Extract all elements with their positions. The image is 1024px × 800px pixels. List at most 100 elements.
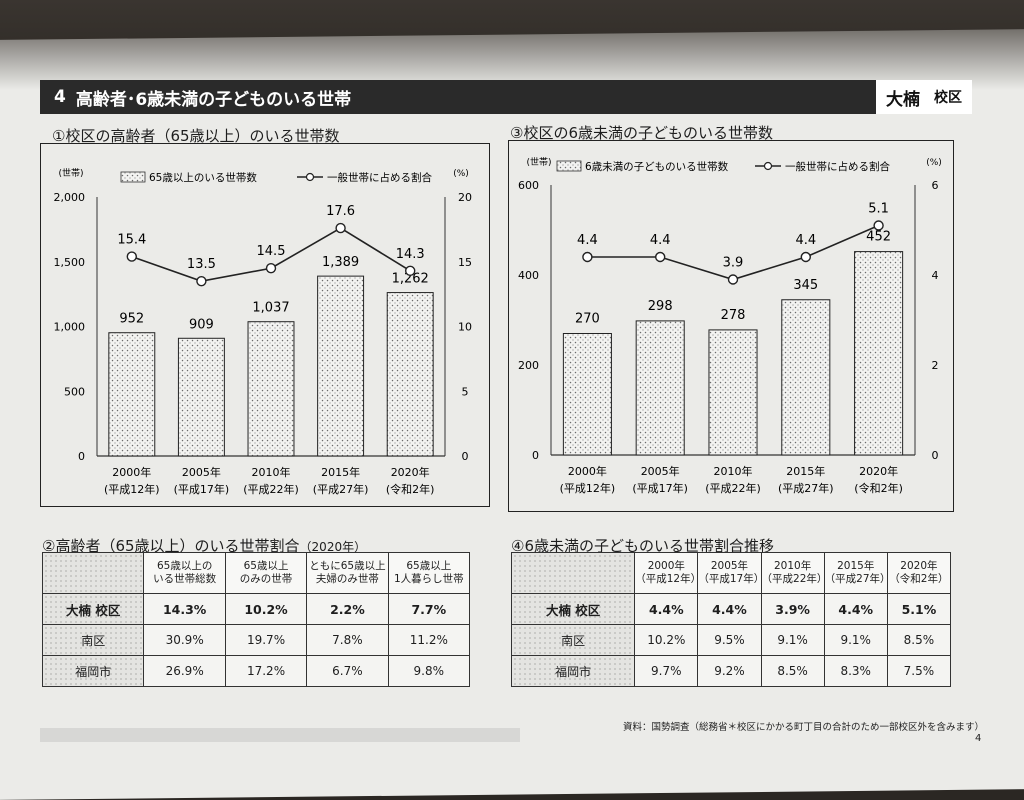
bar — [708, 329, 758, 456]
bar — [108, 332, 156, 457]
chart2-frame: (世帯) (%) 6歳未満の子どものいる世帯数 一般世帯に占める割合 0 200 400 60… — [508, 140, 954, 512]
table-cell: 30.9% — [143, 624, 226, 656]
chart2-svg: (世帯) (%)6歳未満の子どものいる世帯数 一般世帯に占める割合020040060… — [518, 156, 942, 495]
source-note: 資料：国勢調査（総務省＊校区にかかる町丁目の合計のため一部校区外を含みます） — [623, 722, 985, 733]
table-column-header: 2005年 （平成17年） — [697, 552, 764, 594]
page-number: 4 — [975, 733, 982, 744]
ratio-point — [126, 251, 138, 262]
y-tick-label: 1,000 — [54, 321, 86, 334]
table-row: 福岡市 9.7% 9.2% 8.5% 8.3% 7.5% — [510, 655, 952, 687]
table-cell: 9.1% — [823, 624, 888, 656]
bar-value-label: 1,037 — [252, 301, 289, 316]
table-column-header: 2000年 （平成12年） — [634, 552, 701, 594]
y-tick-label: 1,500 — [54, 256, 86, 269]
legend-bar-label: 6歳未満の子どものいる世帯数 — [585, 160, 729, 173]
y2-tick-label: 2 — [932, 359, 939, 372]
table1-title-sub: （2020年） — [299, 540, 367, 554]
y-tick-label: 400 — [518, 269, 539, 282]
x-tick-label: 2005年 — [641, 464, 680, 478]
table-cell: 7.7% — [387, 593, 471, 625]
y2-axis-unit: (%) — [453, 169, 469, 179]
section-title: 高齢者･6歳未満の子どものいる世帯 — [75, 89, 352, 110]
table-row-label: 大楠 校区 — [41, 593, 145, 625]
y2-tick-label: 0 — [932, 449, 939, 462]
bar-value-label: 278 — [721, 308, 746, 323]
x-tick-label: 2000年 — [568, 464, 607, 478]
table-cell: 14.3% — [143, 593, 226, 625]
table-row: 南区 30.9% 19.7% 7.8% 11.2% — [41, 624, 471, 656]
table-cell: 4.4% — [634, 593, 699, 625]
ratio-value-label: 14.3 — [396, 247, 425, 262]
bar-value-label: 298 — [648, 299, 673, 314]
x-tick-sublabel: (平成12年) — [560, 481, 616, 495]
y-tick-label: 500 — [64, 385, 85, 398]
ratio-line — [587, 224, 879, 281]
table-header-row: 2000年 （平成12年） 2005年 （平成17年） 2010年 （平成22年） 2015… — [510, 552, 952, 594]
ratio-value-label: 15.4 — [117, 233, 146, 248]
y2-tick-label: 0 — [462, 450, 469, 463]
table-cell: 17.2% — [224, 655, 308, 687]
ratio-value-label: 3.9 — [723, 256, 744, 271]
bar-value-label: 452 — [866, 230, 891, 245]
table-row: 南区 10.2% 9.5% 9.1% 9.1% 8.5% — [510, 624, 952, 656]
x-tick-label: 2015年 — [786, 464, 825, 478]
x-tick-label: 2020年 — [859, 464, 898, 478]
table1-title-main: ②高齢者（65歳以上）のいる世帯割合 — [42, 537, 300, 555]
y2-tick-label: 5 — [462, 385, 469, 398]
table-row-label: 福岡市 — [510, 655, 636, 687]
ratio-point — [405, 265, 416, 277]
table-column-header: 2010年 （平成22年） — [760, 552, 827, 594]
bottom-strip — [40, 728, 520, 742]
table-cell: 8.5% — [886, 624, 952, 656]
ratio-value-label: 4.4 — [795, 233, 816, 248]
bar-value-label: 909 — [189, 317, 214, 332]
bar — [781, 299, 831, 456]
x-tick-sublabel: (平成17年) — [632, 481, 688, 495]
ratio-value-label: 14.5 — [257, 244, 286, 259]
table-cell: 9.1% — [760, 624, 825, 656]
section-number: 4 — [54, 87, 66, 107]
ratio-value-label: 4.4 — [650, 233, 671, 248]
table2-title: ④6歳未満の子どものいる世帯割合推移 — [511, 537, 774, 555]
table-column-header: ともに65歳以上 夫婦のみ世帯 — [306, 552, 389, 594]
table-cell: 2.2% — [306, 593, 389, 625]
table-cell: 11.2% — [387, 624, 471, 656]
y2-tick-label: 10 — [458, 321, 472, 334]
bar — [386, 292, 434, 457]
district-label: 大楠 校区 — [876, 80, 972, 114]
y-tick-label: 200 — [518, 359, 539, 372]
y-axis-unit: (世帯) — [526, 156, 551, 168]
x-tick-sublabel: (令和2年) — [854, 481, 903, 495]
ratio-point — [654, 251, 666, 263]
y2-tick-label: 4 — [932, 269, 939, 282]
x-tick-sublabel: (平成17年) — [174, 482, 230, 496]
bar — [317, 275, 365, 457]
bar — [247, 321, 295, 457]
bar-value-label: 1,262 — [392, 272, 429, 287]
ratio-value-label: 13.5 — [187, 257, 216, 272]
x-tick-label: 2020年 — [391, 465, 430, 479]
table-cell: 5.1% — [886, 593, 952, 625]
legend-line-label: 一般世帯に占める割合 — [785, 160, 890, 173]
x-tick-sublabel: (平成12年) — [104, 482, 160, 496]
x-tick-sublabel: (令和2年) — [386, 482, 435, 496]
y-axis-unit: (世帯) — [58, 167, 83, 179]
bar — [562, 333, 612, 456]
legend-line-marker — [763, 161, 773, 171]
table-column-header: 65歳以上 のみの世帯 — [224, 552, 308, 594]
legend-line-marker — [305, 172, 315, 182]
x-tick-sublabel: (平成22年) — [243, 482, 299, 496]
ratio-point — [727, 274, 739, 285]
table1-title: ②高齢者（65歳以上）のいる世帯割合（2020年） — [42, 535, 366, 556]
bar-value-label: 270 — [575, 312, 600, 327]
table-column-header: 65歳以上の いる世帯総数 — [143, 552, 226, 594]
x-tick-sublabel: (平成27年) — [778, 481, 834, 495]
table-cell: 3.9% — [760, 593, 825, 625]
district-name: 大楠 — [886, 89, 920, 110]
table-cell: 9.5% — [697, 624, 762, 656]
ratio-point — [335, 222, 346, 234]
table-corner-cell — [41, 552, 145, 594]
y-tick-label: 0 — [532, 449, 539, 462]
table-row-label: 南区 — [41, 624, 145, 656]
table-row-label: 福岡市 — [41, 655, 145, 687]
